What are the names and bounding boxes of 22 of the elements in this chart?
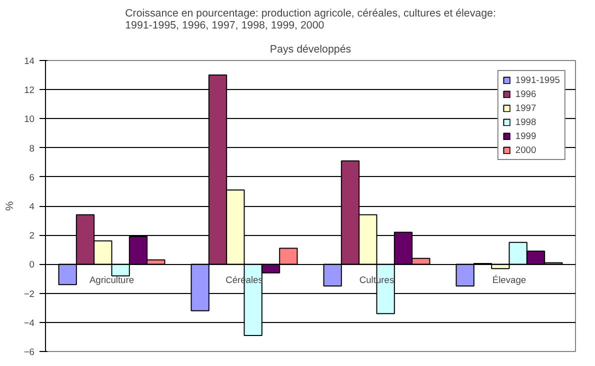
y-tick-label: −4 — [24, 318, 35, 328]
legend-label: 1991-1995 — [515, 75, 560, 85]
y-tick-label: 10 — [24, 114, 35, 124]
y-tick-label: 4 — [29, 202, 35, 212]
y-tick-label: −2 — [24, 288, 35, 299]
chart-title: Croissance en pourcentage: production agricole, céréales, cultures et élevage: 1991-1995, 1996, 1997, 1998, 1999, 2000 — [125, 8, 496, 32]
y-tick-label: 2 — [29, 230, 35, 241]
y-tick-label: 12 — [24, 85, 35, 96]
y-tick-label: 0 — [29, 260, 35, 270]
y-tick-label: 6 — [29, 172, 35, 182]
legend-label: 1997 — [515, 103, 536, 113]
y-tick-label: −6 — [24, 347, 35, 357]
x-tick-label: Élevage — [492, 274, 526, 286]
legend-label: 1999 — [515, 131, 536, 141]
x-tick-label: Agriculture — [89, 275, 134, 286]
legend-label: 1998 — [515, 117, 536, 127]
y-tick-label: 14 — [24, 56, 35, 66]
y-axis-title: % — [4, 200, 16, 211]
y-tick-label: 8 — [29, 143, 35, 154]
legend-label: 1996 — [515, 89, 536, 99]
chart-subtitle: Pays développés — [270, 44, 352, 56]
legend-label: 2000 — [515, 145, 536, 155]
